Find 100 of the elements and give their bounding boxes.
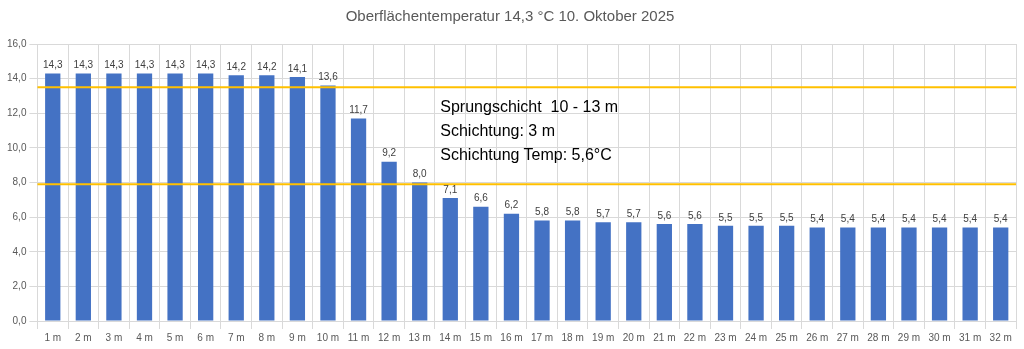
chart-title: Oberflächentemperatur 14,3 °C 10. Oktober 2025: [345, 7, 675, 25]
bar: [901, 227, 917, 321]
x-tick-label: 6 m: [197, 331, 214, 343]
data-label: 8,0: [412, 168, 428, 180]
bar: [289, 76, 306, 321]
data-label: 14,3: [195, 59, 216, 71]
x-tick-label: 24 m: [744, 331, 768, 343]
x-tick-label: 8 m: [258, 331, 276, 343]
bar: [779, 225, 795, 321]
data-label: 9,2: [382, 147, 397, 159]
bar: [320, 85, 336, 321]
data-label: 5,8: [565, 206, 580, 218]
data-label: 14,3: [73, 59, 94, 71]
x-tick-label: 10 m: [316, 331, 340, 343]
bar: [840, 227, 856, 321]
x-tick-label: 25 m: [775, 331, 798, 343]
x-tick-label: 26 m: [806, 331, 829, 343]
y-tick-label: 2,0: [12, 280, 27, 292]
data-label: 5,5: [749, 211, 764, 223]
x-tick-label: 1 m: [44, 331, 62, 343]
data-label: 14,2: [257, 60, 277, 72]
x-tick-label: 30 m: [928, 331, 951, 343]
annotation: Schichtung: 3 m: [440, 122, 556, 140]
x-tick-label: 13 m: [408, 331, 431, 343]
data-label: 5,4: [871, 213, 886, 225]
x-tick-label: 16 m: [500, 331, 523, 343]
bar: [748, 225, 764, 321]
x-tick-label: 5 m: [166, 331, 184, 343]
x-tick-label: 32 m: [989, 331, 1012, 343]
bar: [75, 73, 91, 321]
x-tick-label: 12 m: [378, 331, 401, 343]
x-tick-label: 17 m: [530, 331, 554, 343]
y-tick-label: 16,0: [6, 37, 27, 49]
x-tick-label: 27 m: [836, 331, 859, 343]
y-tick-label: 6,0: [12, 210, 27, 222]
bar: [534, 220, 550, 321]
bar: [198, 73, 214, 321]
data-label: 5,4: [963, 213, 978, 225]
data-label: 14,3: [104, 59, 125, 71]
data-label: 14,3: [43, 59, 63, 71]
data-label: 5,6: [687, 209, 703, 221]
data-label: 6,2: [504, 199, 519, 211]
data-label: 5,6: [657, 209, 672, 221]
bar: [809, 227, 825, 321]
x-tick-label: 21 m: [653, 331, 676, 343]
data-label: 14,3: [165, 59, 186, 71]
x-tick-label: 4 m: [136, 331, 153, 343]
data-label: 14,2: [226, 60, 247, 72]
data-label: 5,7: [596, 208, 611, 220]
x-tick-label: 22 m: [683, 331, 707, 343]
bar: [45, 73, 61, 321]
x-tick-label: 2 m: [75, 331, 92, 343]
data-label: 5,5: [718, 211, 733, 223]
data-label: 5,4: [810, 213, 825, 225]
bar: [656, 224, 672, 321]
bar: [381, 161, 397, 321]
bar: [106, 73, 122, 321]
y-tick-label: 12,0: [6, 107, 27, 118]
bar: [442, 198, 458, 321]
x-tick-label: 19 m: [592, 331, 615, 343]
data-label: 5,4: [902, 213, 917, 225]
y-tick-label: 14,0: [6, 72, 27, 84]
bar: [136, 73, 153, 321]
x-tick-label: 31 m: [959, 331, 982, 343]
bar: [259, 75, 275, 321]
bar: [626, 222, 642, 321]
bar: [412, 182, 428, 321]
bar: [503, 213, 520, 321]
bar: [473, 206, 489, 321]
x-tick-label: 18 m: [561, 331, 584, 343]
bar: [931, 227, 948, 321]
data-label: 5,4: [993, 213, 1009, 225]
x-tick-label: 3 m: [105, 331, 123, 343]
bar: [962, 227, 978, 321]
bar: [350, 118, 367, 321]
data-label: 14,1: [287, 62, 308, 74]
y-tick-label: 4,0: [12, 245, 27, 257]
bar: [687, 224, 703, 321]
x-tick-label: 20 m: [622, 331, 645, 343]
x-tick-label: 28 m: [867, 331, 890, 343]
bar: [717, 225, 734, 321]
data-label: 5,4: [840, 213, 856, 225]
y-tick-label: 10,0: [6, 141, 27, 153]
y-tick-label: 8,0: [12, 176, 27, 188]
x-tick-label: 15 m: [469, 331, 492, 343]
data-label: 5,7: [626, 208, 642, 220]
data-label: 11,7: [349, 104, 369, 116]
data-label: 13,6: [318, 71, 339, 83]
bar: [167, 73, 183, 321]
data-label: 7,1: [443, 183, 458, 195]
data-label: 5,4: [932, 213, 947, 225]
bar: [870, 227, 887, 321]
x-tick-label: 7 m: [227, 331, 245, 343]
y-tick-label: 0,0: [12, 314, 27, 326]
bar: [564, 220, 581, 321]
x-tick-label: 9 m: [289, 331, 306, 343]
bar: [595, 222, 611, 321]
bar: [228, 75, 244, 321]
x-tick-label: 29 m: [897, 331, 921, 343]
x-tick-label: 11 m: [347, 331, 370, 343]
